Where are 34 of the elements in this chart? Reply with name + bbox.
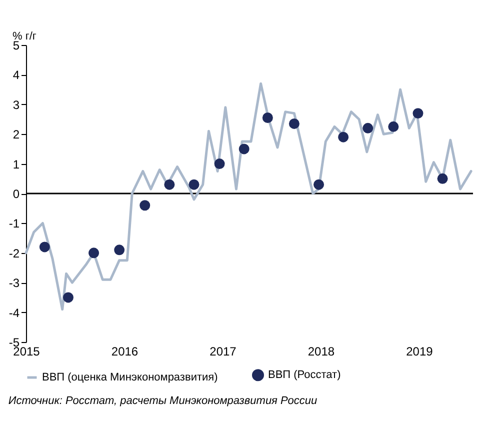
y-tick-label: 1 xyxy=(12,157,20,172)
point xyxy=(262,112,273,123)
y-tick-label: -4 xyxy=(8,306,20,320)
legend-label: ВВП (Росстат) xyxy=(268,369,341,382)
legend-label: ВВП (оценка Минэкономразвития) xyxy=(42,372,218,384)
point xyxy=(140,200,150,211)
y-tick-label: 2 xyxy=(12,128,20,142)
y-tick-label: 3 xyxy=(12,98,20,112)
y-tick-label: -3 xyxy=(8,276,20,290)
point xyxy=(164,179,175,190)
point xyxy=(238,144,250,154)
x-tick-label: 2018 xyxy=(308,344,335,358)
point xyxy=(437,173,448,184)
point xyxy=(338,132,349,142)
point xyxy=(388,121,399,132)
point xyxy=(88,248,100,258)
point xyxy=(412,108,424,119)
point xyxy=(214,158,225,170)
point xyxy=(114,244,125,256)
x-tick-label: 2017 xyxy=(210,344,237,358)
y-tick-label: 4 xyxy=(12,68,20,82)
x-tick-label: 2016 xyxy=(111,344,138,358)
point xyxy=(39,242,50,252)
y-tick-label: -2 xyxy=(8,246,20,260)
point xyxy=(63,292,74,303)
point xyxy=(188,179,200,190)
y-tick-label: 0 xyxy=(12,187,20,201)
x-tick-label: 2019 xyxy=(406,344,434,358)
point xyxy=(314,179,324,190)
line-series xyxy=(24,82,472,311)
point xyxy=(362,122,374,134)
point xyxy=(288,118,300,129)
text: Источник: Росстат, расчеты Минэкономразвития России xyxy=(8,395,318,407)
y-tick-label: -1 xyxy=(8,216,20,231)
